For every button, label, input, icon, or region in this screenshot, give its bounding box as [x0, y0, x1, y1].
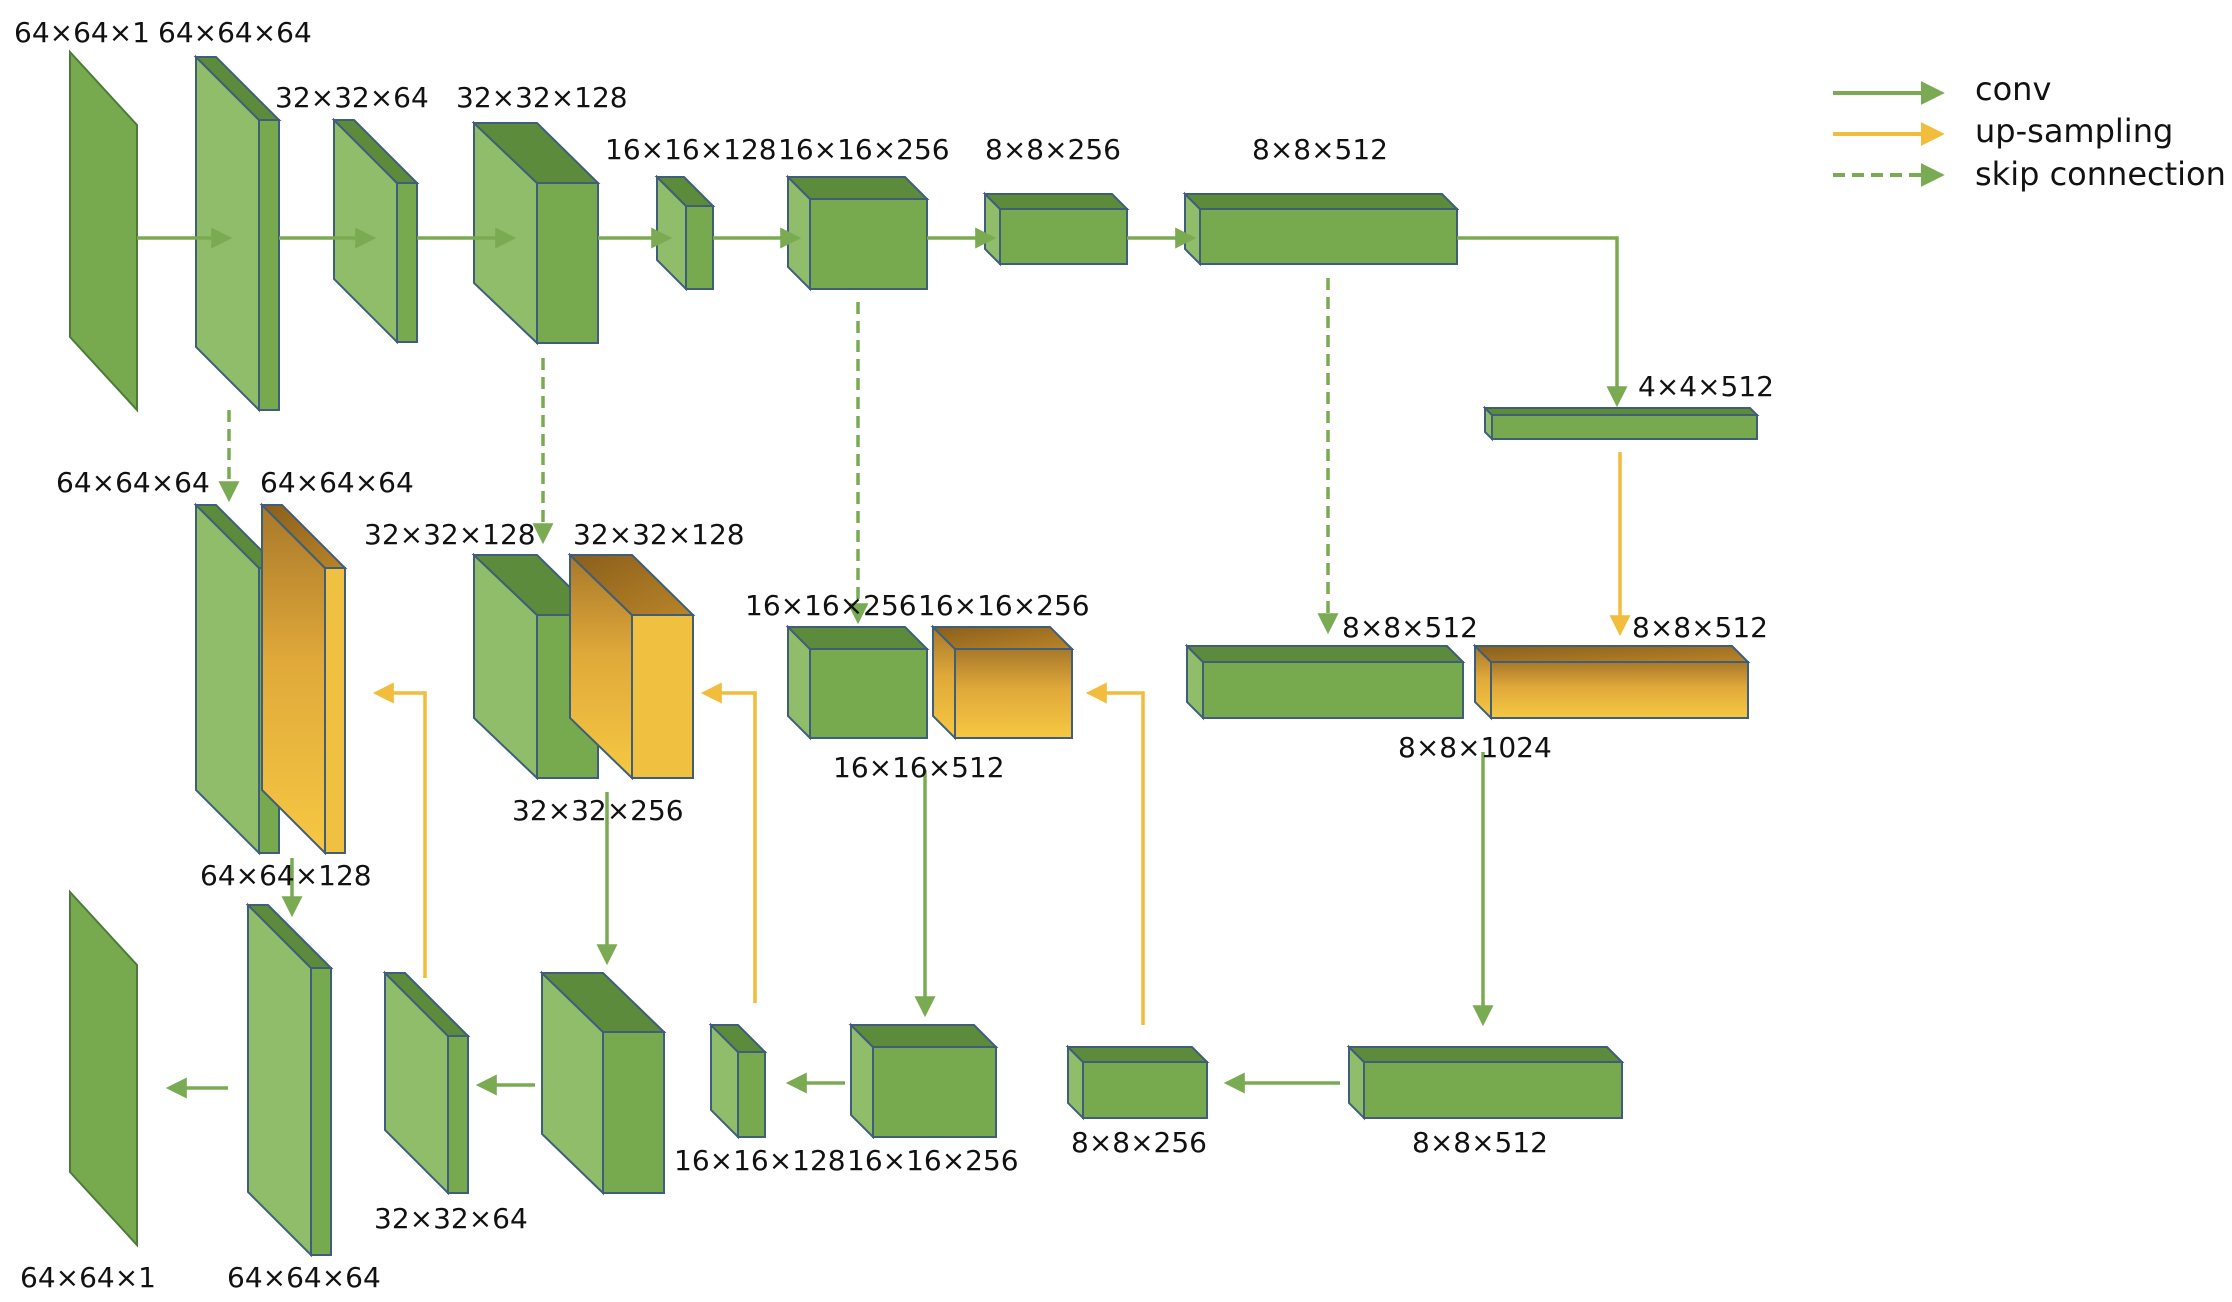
decoder-block-2 — [382, 970, 471, 1196]
decoder-block-1 — [245, 902, 334, 1258]
label-decoder-5: 16×16×256 — [847, 1144, 1019, 1177]
label-encoder-6: 8×8×256 — [985, 133, 1121, 166]
encoder-conv-arrows — [137, 227, 1628, 408]
input-slab — [69, 49, 138, 413]
concat-block-4 — [1184, 643, 1751, 721]
label-input-top: 64×64×1 — [14, 16, 150, 49]
label-decoder-2: 32×32×64 — [374, 1202, 528, 1235]
dimension-labels: 64×64×1 64×64×64 32×32×64 32×32×128 16×1… — [14, 16, 1774, 1294]
label-decoder-1: 64×64×64 — [227, 1261, 381, 1294]
decoder-concat-row — [193, 502, 1751, 856]
label-decoder-4: 16×16×128 — [674, 1144, 846, 1177]
concat-block-2 — [471, 552, 696, 781]
label-encoder-7: 8×8×512 — [1252, 133, 1388, 166]
label-concat3-skip: 16×16×256 — [745, 589, 917, 622]
label-concat3-total: 16×16×512 — [833, 751, 1005, 784]
label-decoder-6: 8×8×256 — [1071, 1126, 1207, 1159]
legend-conv-label: conv — [1975, 70, 2051, 108]
label-encoder-1: 64×64×64 — [158, 16, 312, 49]
decoder-block-6 — [1065, 1044, 1210, 1121]
output-slab — [69, 889, 138, 1248]
label-output: 64×64×1 — [20, 1261, 156, 1294]
encoder-block-7 — [1182, 191, 1460, 267]
label-concat4-skip: 8×8×512 — [1342, 611, 1478, 644]
label-encoder-4: 16×16×128 — [605, 133, 777, 166]
skip-connections — [218, 278, 1339, 635]
concat-block-3 — [785, 624, 1075, 741]
label-decoder-7: 8×8×512 — [1412, 1126, 1548, 1159]
label-concat2-skip: 32×32×128 — [364, 518, 536, 551]
label-concat1-up: 64×64×64 — [260, 466, 414, 499]
label-concat3-up: 16×16×256 — [918, 589, 1090, 622]
label-encoder-3: 32×32×128 — [456, 81, 628, 114]
concat-block-1 — [193, 502, 348, 856]
label-encoder-2: 32×32×64 — [275, 81, 429, 114]
label-concat1-skip: 64×64×64 — [56, 466, 210, 499]
encoder-block-5 — [785, 174, 930, 292]
label-bottleneck: 4×4×512 — [1638, 370, 1774, 403]
label-concat2-total: 32×32×256 — [512, 794, 684, 827]
upsampling-arrows — [372, 452, 1631, 1025]
decoder-conv-arrows — [165, 752, 1494, 1099]
label-concat2-up: 32×32×128 — [573, 518, 745, 551]
label-concat4-up: 8×8×512 — [1632, 611, 1768, 644]
label-concat4-total: 8×8×1024 — [1398, 731, 1552, 764]
legend-upsampling-label: up-sampling — [1975, 112, 2173, 150]
legend: conv up-sampling skip connection — [1833, 70, 2226, 193]
encoder-block-3 — [471, 120, 601, 346]
encoder-block-2 — [331, 117, 420, 345]
decoder-block-7 — [1346, 1044, 1625, 1121]
encoder-block-4 — [654, 174, 716, 292]
label-concat1-total: 64×64×128 — [200, 859, 372, 892]
encoder-block-1 — [193, 54, 282, 413]
label-encoder-5: 16×16×256 — [778, 133, 950, 166]
decoder-conv-row — [69, 889, 1625, 1258]
legend-skip-label: skip connection — [1975, 155, 2226, 193]
encoder-block-6 — [982, 191, 1130, 267]
encoder-row — [69, 49, 1760, 442]
bottleneck-block — [1482, 405, 1760, 442]
decoder-block-5 — [848, 1022, 999, 1140]
decoder-block-3 — [539, 970, 667, 1196]
decoder-block-4 — [708, 1022, 768, 1140]
